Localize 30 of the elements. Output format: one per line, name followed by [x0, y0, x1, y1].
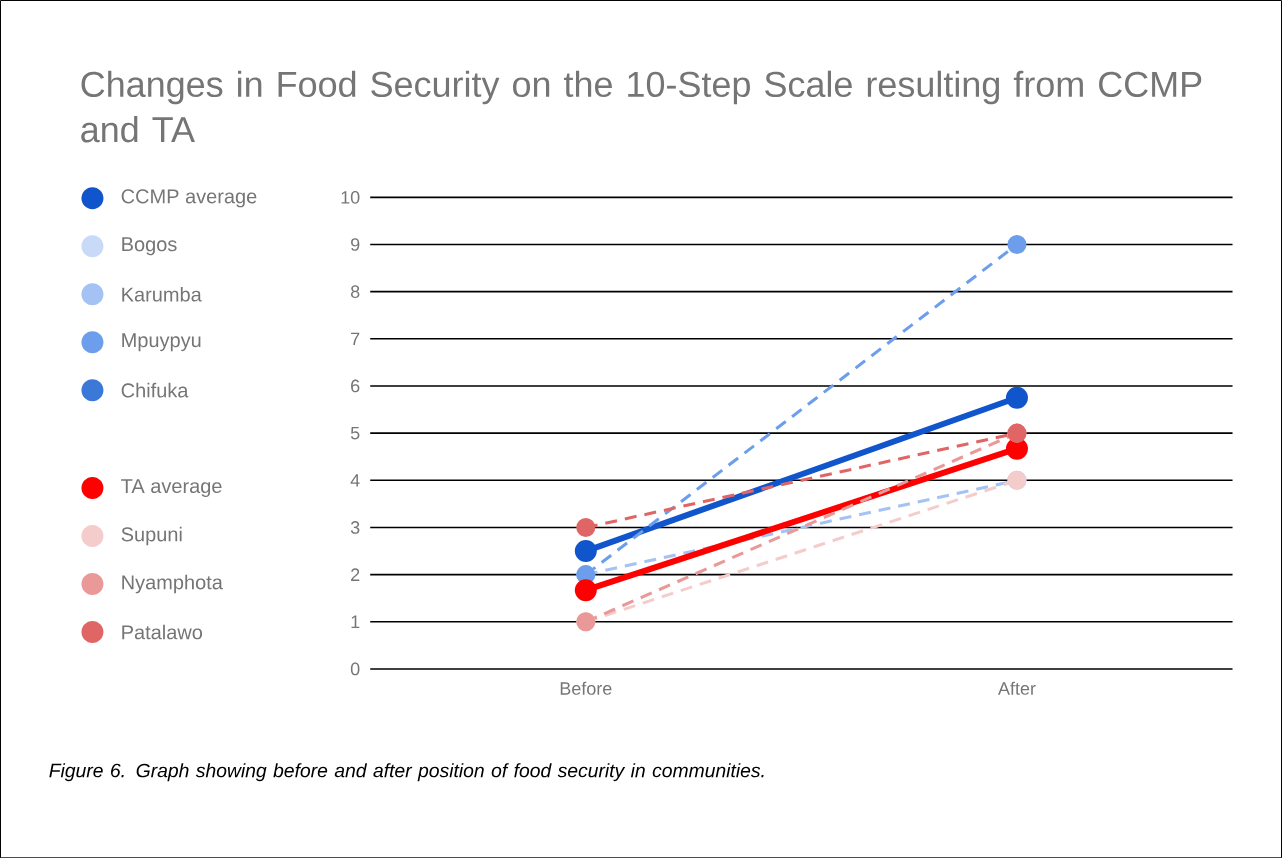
y-tick-label: 1	[351, 615, 360, 628]
y-tick-label: 6	[351, 379, 360, 393]
legend-label: Patalawo	[122, 624, 203, 640]
y-tick-label: 2	[351, 568, 360, 581]
x-tick-label: After	[998, 681, 1036, 695]
legend-label: Supuni	[121, 526, 182, 546]
y-tick-label: 10	[341, 190, 360, 204]
point	[1005, 437, 1028, 460]
y-tick-label: 8	[350, 285, 360, 298]
y-tick-label: 4	[350, 473, 360, 487]
point	[574, 539, 597, 562]
legend-label: Chifuka	[121, 382, 189, 398]
legend-label: CCMP average	[121, 189, 257, 208]
y-tick-label: 3	[350, 520, 360, 534]
chart-title: Changes in Food Security on the 10-Step Scale resulting from CCMP and TA	[81, 70, 1202, 143]
text: Figure 6. Graph showing before and after position of food security in communities.	[49, 763, 764, 782]
legend-label: Karumba	[122, 286, 202, 302]
legend-label: Mpuypyu	[122, 333, 201, 351]
legend-label: Nyamphota	[122, 574, 223, 594]
point	[576, 517, 596, 537]
y-tick-label: 7	[351, 332, 360, 345]
point	[1007, 234, 1027, 254]
y-tick-label: 9	[351, 237, 360, 251]
point	[1005, 386, 1028, 409]
y-tick-label: 5	[350, 426, 360, 440]
legend-label: Bogos	[122, 237, 177, 256]
x-tick-label: Before	[560, 681, 612, 695]
point	[574, 579, 597, 602]
legend-label: TA average	[121, 479, 222, 497]
y-tick-label: 0	[350, 662, 360, 676]
